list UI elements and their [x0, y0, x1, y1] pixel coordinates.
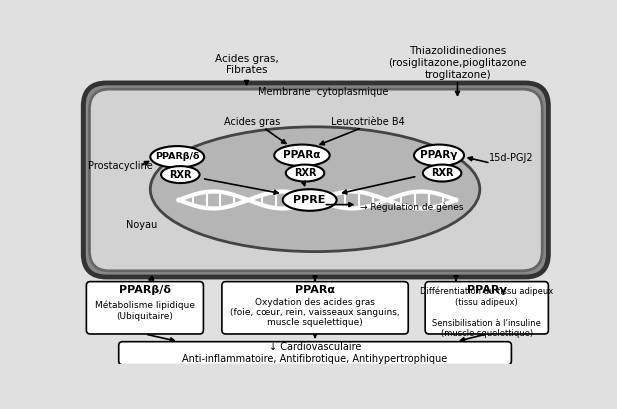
FancyBboxPatch shape: [89, 89, 542, 271]
Ellipse shape: [286, 164, 325, 182]
FancyBboxPatch shape: [222, 282, 408, 334]
Text: RXR: RXR: [431, 168, 453, 178]
Text: RXR: RXR: [294, 168, 317, 178]
Text: Leucotrièbe B4: Leucotrièbe B4: [331, 117, 404, 127]
Ellipse shape: [151, 127, 480, 252]
Text: PPARα: PPARα: [283, 151, 321, 160]
Text: Oxydation des acides gras
(foie, cœur, rein, vaisseaux sanguins,
muscle squelett: Oxydation des acides gras (foie, cœur, r…: [230, 297, 400, 327]
Ellipse shape: [151, 146, 204, 168]
FancyBboxPatch shape: [118, 342, 511, 365]
Text: Acides gras,
Fibrates: Acides gras, Fibrates: [215, 54, 278, 75]
Text: ↓ Cardiovasculaire
Anti-inflammatoire, Antifibrotique, Antihypertrophique: ↓ Cardiovasculaire Anti-inflammatoire, A…: [183, 342, 448, 364]
Text: Noyau: Noyau: [126, 220, 158, 229]
Text: → Régulation de gènes: → Régulation de gènes: [360, 202, 463, 212]
Text: Thiazolidinediones
(rosiglitazone,pioglitazone
troglitazone): Thiazolidinediones (rosiglitazone,piogli…: [388, 46, 527, 79]
FancyBboxPatch shape: [83, 83, 549, 277]
FancyBboxPatch shape: [425, 282, 549, 334]
Text: PPARβ/δ: PPARβ/δ: [119, 285, 171, 295]
Text: Métabolisme lipidique
(Ubiquitaire): Métabolisme lipidique (Ubiquitaire): [95, 301, 195, 321]
Text: PPARβ/δ: PPARβ/δ: [155, 153, 199, 162]
Text: Membrane  cytoplasmique: Membrane cytoplasmique: [259, 87, 389, 97]
Ellipse shape: [283, 189, 337, 211]
Text: 15d-PGJ2: 15d-PGJ2: [489, 153, 534, 164]
Text: PPARα: PPARα: [295, 285, 335, 295]
Text: PPRE: PPRE: [294, 195, 326, 205]
Ellipse shape: [161, 166, 199, 183]
Text: PPARγ: PPARγ: [467, 285, 507, 295]
Ellipse shape: [423, 164, 462, 182]
Text: RXR: RXR: [169, 170, 191, 180]
Text: Prostacycline: Prostacycline: [88, 161, 152, 171]
Text: Différentiation du tissu adipeux
(tissu adipeux)

Sensibilisation à l’insuline
(: Différentiation du tissu adipeux (tissu …: [420, 287, 553, 338]
Text: PPARγ: PPARγ: [420, 151, 458, 160]
Ellipse shape: [274, 144, 329, 166]
Text: Acides gras: Acides gras: [224, 117, 280, 127]
FancyBboxPatch shape: [86, 282, 204, 334]
Ellipse shape: [414, 144, 464, 166]
